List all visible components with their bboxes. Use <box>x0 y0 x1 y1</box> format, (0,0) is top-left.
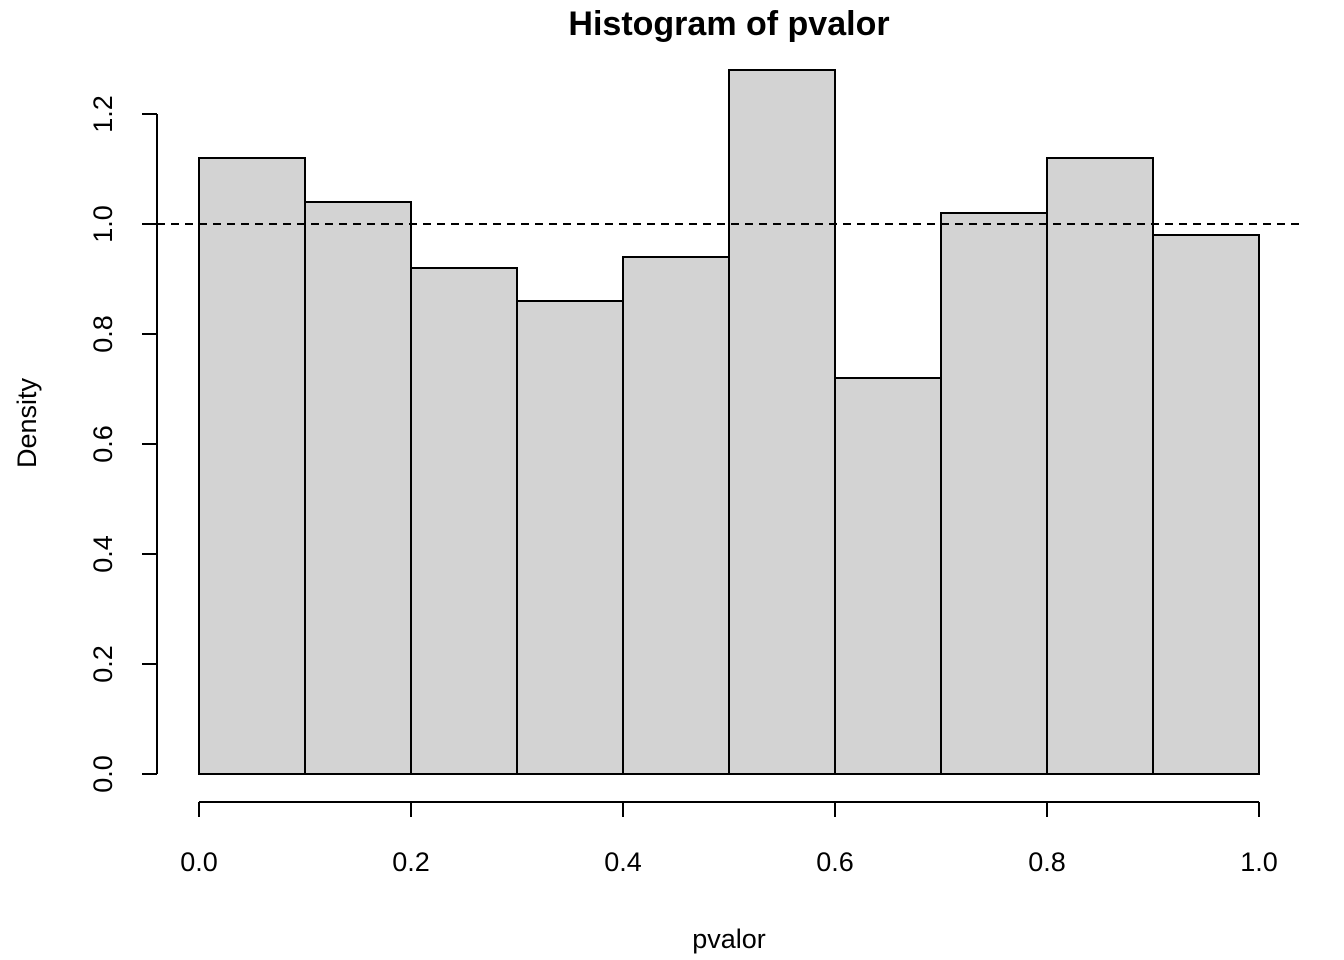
x-axis: 0.0 0.2 0.4 0.6 0.8 1.0 <box>180 801 1278 877</box>
histogram-bar-6 <box>834 377 942 775</box>
histogram-bar-3 <box>516 300 624 775</box>
x-tick-label-2: 0.4 <box>604 847 642 877</box>
x-tick-label-5: 1.0 <box>1240 847 1278 877</box>
x-tick-label-1: 0.2 <box>392 847 430 877</box>
x-tick-label-4: 0.8 <box>1028 847 1066 877</box>
y-tick-label-2: 0.4 <box>88 535 118 573</box>
bars-layer <box>198 69 1260 775</box>
y-tick-label-1: 0.2 <box>88 645 118 683</box>
histogram-bar-1 <box>304 201 412 775</box>
y-tick-label-5: 1.0 <box>88 205 118 243</box>
histogram-bar-4 <box>622 256 730 775</box>
x-tick-label-0: 0.0 <box>180 847 218 877</box>
x-axis-label: pvalor <box>692 924 766 954</box>
y-tick-label-3: 0.6 <box>88 425 118 463</box>
histogram-bar-9 <box>1152 234 1260 775</box>
y-tick-label-4: 0.8 <box>88 315 118 353</box>
histogram-bar-8 <box>1046 157 1154 775</box>
y-axis: 0.0 0.2 0.4 0.6 0.8 1.0 1.2 <box>88 95 158 793</box>
y-tick-label-6: 1.2 <box>88 95 118 133</box>
chart-title: Histogram of pvalor <box>568 5 889 43</box>
histogram-bar-0 <box>198 157 306 775</box>
histogram-bar-7 <box>940 212 1048 775</box>
histogram-bar-5 <box>728 69 836 775</box>
histogram-bar-2 <box>410 267 518 775</box>
y-tick-label-0: 0.0 <box>88 755 118 793</box>
y-axis-label: Density <box>12 377 42 468</box>
x-tick-label-3: 0.6 <box>816 847 854 877</box>
